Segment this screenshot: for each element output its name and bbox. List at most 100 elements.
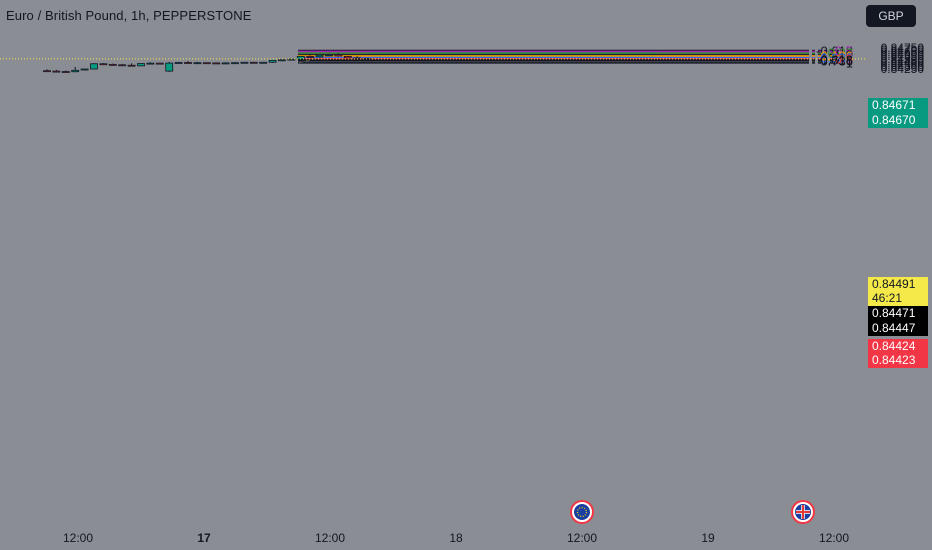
candle: [61, 70, 70, 73]
candle-body: [146, 62, 155, 65]
candle-body: [202, 62, 211, 65]
candle: [315, 54, 324, 58]
candle: [165, 61, 174, 72]
candle-body: [127, 64, 136, 67]
fib-level-label: 0.136: [820, 48, 853, 64]
fib-level-label: -0.5: [830, 43, 853, 59]
candle: [221, 62, 230, 65]
candle: [343, 55, 352, 59]
candle-body: [174, 62, 183, 64]
candle: [127, 63, 136, 67]
candle-body: [306, 56, 315, 58]
candle: [306, 55, 315, 58]
price-axis-tick: 0.84500: [880, 51, 924, 66]
price-axis-tick: 0.84400: [880, 55, 924, 70]
fib-level-label: 0.382: [820, 50, 853, 66]
candle-body: [278, 59, 286, 62]
candle-body: [99, 63, 108, 66]
time-axis-tick: 12:00: [62, 531, 94, 545]
price-axis-tick: 0.84600: [880, 47, 924, 62]
time-axis-tick: 17: [197, 531, 211, 545]
fibonacci-retracement[interactable]: [298, 49, 840, 64]
price-axis-tick: 0.84750: [880, 41, 924, 55]
time-axis-tick: 12:00: [566, 531, 598, 545]
candle: [146, 62, 155, 65]
candle-body: [240, 61, 249, 64]
price-badge: 0.84471: [868, 306, 928, 321]
candle-body: [268, 59, 277, 63]
candle: [212, 62, 221, 65]
price-badge: 0.84671: [868, 98, 928, 113]
candle-body: [61, 71, 70, 73]
candle: [155, 62, 164, 65]
candle: [43, 69, 51, 73]
eu-flag-icon[interactable]: [570, 500, 594, 524]
candle-body: [118, 64, 127, 67]
fib-level-label: -0.27: [823, 45, 853, 61]
candle-body: [184, 62, 192, 64]
candle-body: [137, 63, 145, 67]
candle: [249, 61, 258, 64]
price-axis-tick: 0.84250: [880, 62, 924, 76]
candle-body: [108, 63, 117, 66]
price-axis-tick: 0.84350: [880, 57, 924, 72]
candle-body: [325, 54, 333, 57]
price-axis-tick: 0.84550: [880, 49, 924, 64]
price-axis-tick: 0.84300: [880, 59, 924, 74]
fib-level-label: 0.736: [820, 53, 853, 69]
candle: [90, 63, 98, 70]
fib-level-label: 0.618: [820, 52, 853, 68]
candle: [231, 62, 239, 65]
candle: [80, 68, 89, 71]
price-axis-tick: 0.84700: [880, 43, 924, 58]
price-badge: 0.84424: [868, 339, 928, 354]
candle: [174, 61, 183, 64]
time-axis-tick: 12:00: [314, 531, 346, 545]
candle-body: [165, 62, 174, 72]
chart-overlays: [0, 58, 866, 524]
candle: [137, 63, 145, 67]
price-badge: 0.84670: [868, 113, 928, 128]
candle: [193, 61, 202, 65]
time-axis-tick: 12:00: [818, 531, 850, 545]
candle-body: [259, 61, 268, 64]
candle-body: [249, 61, 258, 64]
candle-body: [231, 62, 239, 65]
candle-body: [193, 62, 202, 65]
candle: [240, 61, 249, 64]
candle: [99, 63, 108, 66]
price-axis-tick: 0.84450: [880, 53, 924, 68]
price-badge: 0.84423: [868, 353, 928, 368]
candle-body: [43, 70, 51, 73]
uk-flag-icon[interactable]: [791, 500, 815, 524]
candle-body: [343, 56, 352, 59]
candle: [202, 62, 211, 65]
candle: [334, 53, 343, 57]
fib-level-label: 0.5: [834, 51, 853, 67]
candle: [259, 61, 268, 64]
candle-body: [80, 68, 89, 71]
price-badge: 0.84491: [868, 277, 928, 292]
fib-level-label: 1: [845, 55, 853, 71]
candle-body: [221, 62, 230, 65]
candle: [52, 69, 61, 73]
candle-body: [155, 62, 164, 65]
price-badge: 46:21: [868, 291, 928, 306]
candle: [118, 63, 127, 67]
price-axis-tick: 0.84650: [880, 45, 924, 60]
candle: [184, 61, 192, 64]
candle: [278, 59, 286, 62]
candle-body: [52, 70, 61, 73]
candle: [325, 54, 333, 57]
fib-level-label: 0: [845, 47, 853, 63]
candle-body: [212, 62, 221, 65]
symbol-title: Euro / British Pound, 1h, PEPPERSTONE: [6, 8, 252, 23]
candle-body: [315, 54, 324, 58]
candle-body: [90, 63, 98, 70]
currency-button[interactable]: GBP: [866, 5, 916, 27]
price-badge: 0.84447: [868, 321, 928, 336]
fib-trend-line[interactable]: [298, 54, 331, 64]
candle-body: [71, 69, 80, 73]
candle: [268, 59, 277, 63]
